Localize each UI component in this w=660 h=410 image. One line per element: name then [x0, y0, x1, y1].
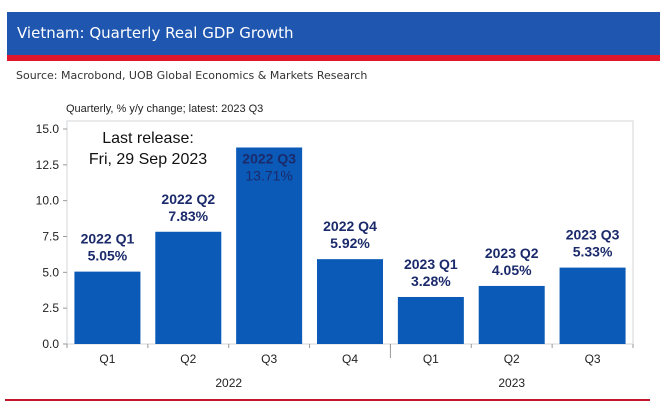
x-tick-label: Q2 [504, 352, 520, 366]
x-tick-label: Q4 [342, 352, 358, 366]
data-label-value: 13.71% [245, 167, 292, 183]
data-label-period: 2023 Q2 [485, 245, 539, 261]
x-tick-label: Q2 [180, 352, 196, 366]
data-label-period: 2022 Q1 [81, 231, 135, 247]
x-group-label: 2022 [215, 376, 242, 390]
x-tick-label: Q1 [423, 352, 439, 366]
red-stripe [7, 55, 660, 61]
bar-2023-q2 [478, 285, 545, 344]
release-annotation-line1: Last release: [102, 130, 194, 147]
y-tick-label: 7.5 [42, 230, 59, 244]
bar-2022-q1 [74, 271, 141, 344]
x-tick-label: Q3 [261, 352, 277, 366]
data-label-value: 4.05% [492, 262, 532, 278]
bar-2023-q1 [397, 296, 464, 344]
x-tick-label: Q3 [585, 352, 601, 366]
data-label-period: 2022 Q3 [242, 150, 296, 166]
y-tick-label: 12.5 [36, 158, 60, 172]
y-tick-label: 2.5 [42, 301, 59, 315]
data-label-value: 5.05% [88, 248, 128, 264]
source-note: Source: Macrobond, UOB Global Economics … [16, 69, 368, 82]
bar-2022-q4 [317, 259, 383, 344]
data-label-value: 5.92% [330, 235, 370, 251]
y-tick-label: 15.0 [36, 122, 60, 136]
x-group-label: 2023 [498, 376, 525, 390]
title-bar: Vietnam: Quarterly Real GDP Growth [7, 12, 660, 55]
data-label-period: 2023 Q3 [566, 227, 620, 243]
data-label-period: 2022 Q4 [323, 218, 377, 234]
x-tick-label: Q1 [99, 352, 115, 366]
data-label-period: 2023 Q1 [404, 256, 458, 272]
bar-2022-q3 [236, 147, 303, 344]
data-label-value: 5.33% [573, 244, 613, 260]
release-annotation-line2: Fri, 29 Sep 2023 [89, 151, 207, 168]
bar-2023-q3 [559, 267, 626, 344]
bar-2022-q2 [155, 231, 222, 344]
data-label-period: 2022 Q2 [161, 191, 215, 207]
data-label-value: 7.83% [168, 208, 208, 224]
y-tick-label: 10.0 [36, 194, 60, 208]
bottom-rule [5, 399, 650, 401]
y-tick-label: 0.0 [42, 337, 59, 351]
chart-title: Vietnam: Quarterly Real GDP Growth [17, 24, 294, 42]
data-label-value: 3.28% [411, 273, 451, 289]
y-tick-label: 5.0 [42, 265, 59, 279]
chart-subtitle: Quarterly, % y/y change; latest: 2023 Q3 [66, 103, 263, 115]
